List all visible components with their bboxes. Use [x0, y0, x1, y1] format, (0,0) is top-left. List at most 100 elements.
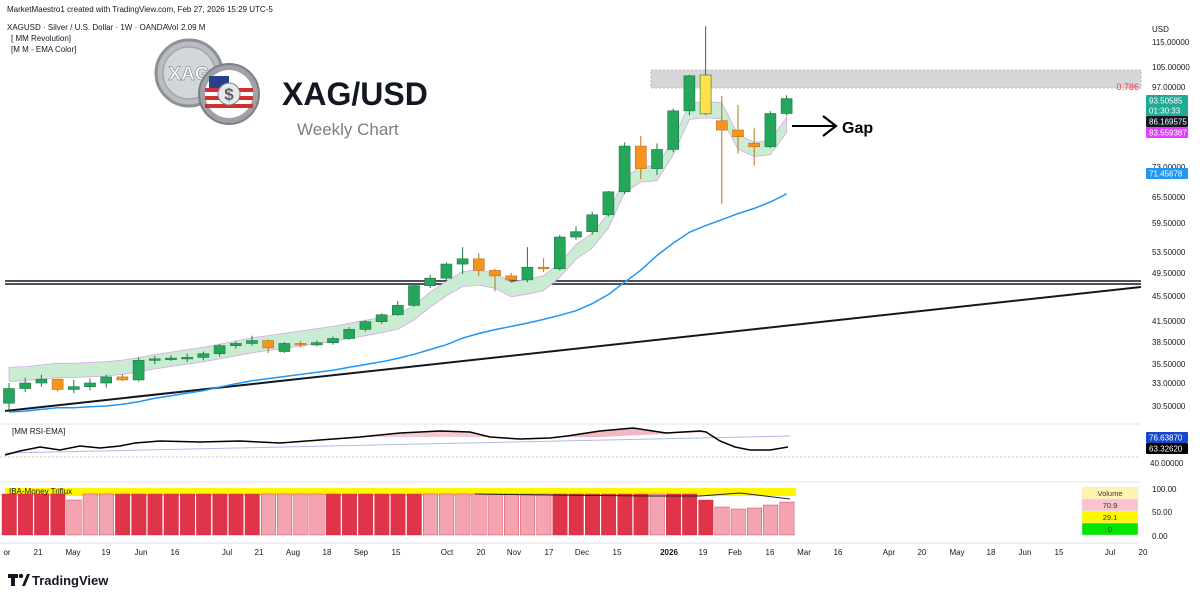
price-axis[interactable]: 115.00000 105.00000 97.00000 73.00000 65.500…	[1152, 38, 1190, 411]
triflux-tick: 0.00	[1152, 532, 1168, 541]
price-tag-text: 71.45678	[1149, 170, 1183, 179]
triflux-bar	[115, 493, 131, 536]
candle-body	[310, 342, 323, 346]
candle	[618, 142, 631, 195]
candle-body	[51, 378, 64, 390]
rsi-overbought-fill	[567, 428, 706, 437]
candle-body	[651, 149, 663, 169]
triflux-bars	[1, 493, 795, 536]
triflux-bar	[552, 493, 568, 536]
candle	[521, 247, 534, 283]
candle-body	[327, 338, 339, 344]
triflux-bar	[374, 493, 390, 536]
triflux-bar	[18, 493, 33, 536]
triflux-bar	[763, 504, 779, 536]
triflux-bar	[261, 493, 276, 536]
candle-body	[68, 386, 80, 390]
currency-label: USD	[1152, 25, 1169, 34]
time-label: 20	[477, 548, 486, 557]
volume-table-cell: 70.9	[1081, 498, 1139, 512]
candle-body	[780, 98, 793, 114]
chart-title: XAG/USD	[282, 76, 428, 112]
triflux-bar	[471, 493, 487, 536]
price-tick: 97.00000	[1152, 83, 1186, 92]
time-label: 16	[171, 548, 180, 557]
candle	[537, 258, 550, 272]
candle-body	[262, 340, 275, 349]
rsi-axis-tick: 40.00000	[1150, 459, 1184, 468]
candle-body	[553, 236, 566, 270]
time-label: 15	[1055, 548, 1064, 557]
triflux-bar	[277, 493, 293, 536]
price-tag-text: 83.559387	[1149, 129, 1187, 138]
time-axis[interactable]: or 21 May 19 Jun 16 Jul 21 Aug 18 Sep 15 Oct 20 Nov 17 D…	[3, 548, 1148, 557]
candle-body	[440, 263, 453, 279]
candle	[440, 262, 453, 281]
candle-body	[197, 353, 210, 358]
candle-body	[375, 314, 388, 322]
price-tag: 01:30:33	[1146, 105, 1188, 116]
time-label: Jun	[1019, 548, 1032, 557]
candle	[715, 95, 728, 204]
triflux-bar	[633, 493, 649, 536]
triflux-bar	[455, 493, 471, 536]
coin-text: XAG	[168, 64, 209, 85]
candle	[570, 226, 582, 240]
candle	[51, 378, 64, 392]
price-tag: 83.559387	[1146, 127, 1188, 138]
volume-table-text: 0	[1108, 525, 1112, 534]
symbol-line[interactable]: XAGUSD · Silver / U.S. Dollar · 1W · OAN…	[7, 23, 169, 32]
candle-body	[456, 258, 469, 265]
candle-body	[586, 214, 599, 232]
price-tick: 49.50000	[1152, 269, 1186, 278]
time-label: 2026	[660, 548, 678, 557]
rsi-line	[4, 427, 789, 456]
candle-body	[230, 343, 242, 346]
volume-table-text: Volume	[1097, 489, 1122, 498]
price-tick: 115.00000	[1152, 38, 1190, 47]
time-label: 16	[766, 548, 775, 557]
triflux-bar	[342, 493, 357, 536]
volume-table-cell: 29.1	[1081, 510, 1139, 524]
candle	[424, 274, 437, 288]
triflux-bar	[147, 493, 163, 536]
candle	[391, 301, 404, 316]
triflux-bar	[568, 493, 584, 536]
triflux-bar	[439, 493, 455, 536]
tradingview-logo-icon	[8, 573, 30, 586]
time-label: 19	[102, 548, 111, 557]
candle	[84, 378, 96, 391]
candle	[505, 273, 518, 283]
candle	[408, 283, 420, 307]
candle	[327, 336, 339, 345]
candle-body	[391, 305, 404, 316]
candle	[100, 374, 112, 388]
time-label: 18	[987, 548, 996, 557]
indicator-label-2[interactable]: [M M - EMA Color]	[11, 45, 76, 54]
triflux-bar	[228, 493, 244, 536]
candle	[667, 108, 680, 153]
rsi-panel-label[interactable]: [MM RSI-EMA]	[12, 427, 65, 436]
time-label: Jun	[135, 548, 148, 557]
candle-body	[278, 343, 291, 352]
time-label: Oct	[441, 548, 454, 557]
triflux-panel-label[interactable]: IBA-Money Triflux	[9, 487, 72, 496]
indicator-label-1[interactable]: [ MM Revolution]	[11, 34, 71, 43]
time-label: or	[3, 548, 10, 557]
us-dollar-coin-icon: $	[198, 63, 260, 125]
tradingview-logo-text: TradingView	[32, 573, 109, 588]
candle-body	[602, 191, 615, 216]
candle-body	[116, 376, 129, 381]
price-tick: 53.50000	[1152, 248, 1186, 257]
price-tick: 33.00000	[1152, 379, 1186, 388]
time-label: 21	[255, 548, 264, 557]
candle	[197, 351, 210, 361]
triflux-bar	[730, 508, 746, 536]
triflux-bar	[585, 493, 600, 536]
triflux-bar	[714, 506, 730, 536]
rsi-tag: 76.63870	[1146, 432, 1188, 443]
triflux-bar	[682, 493, 698, 536]
candle-body	[472, 258, 485, 271]
price-tag-text: 01:30:33	[1149, 107, 1181, 116]
